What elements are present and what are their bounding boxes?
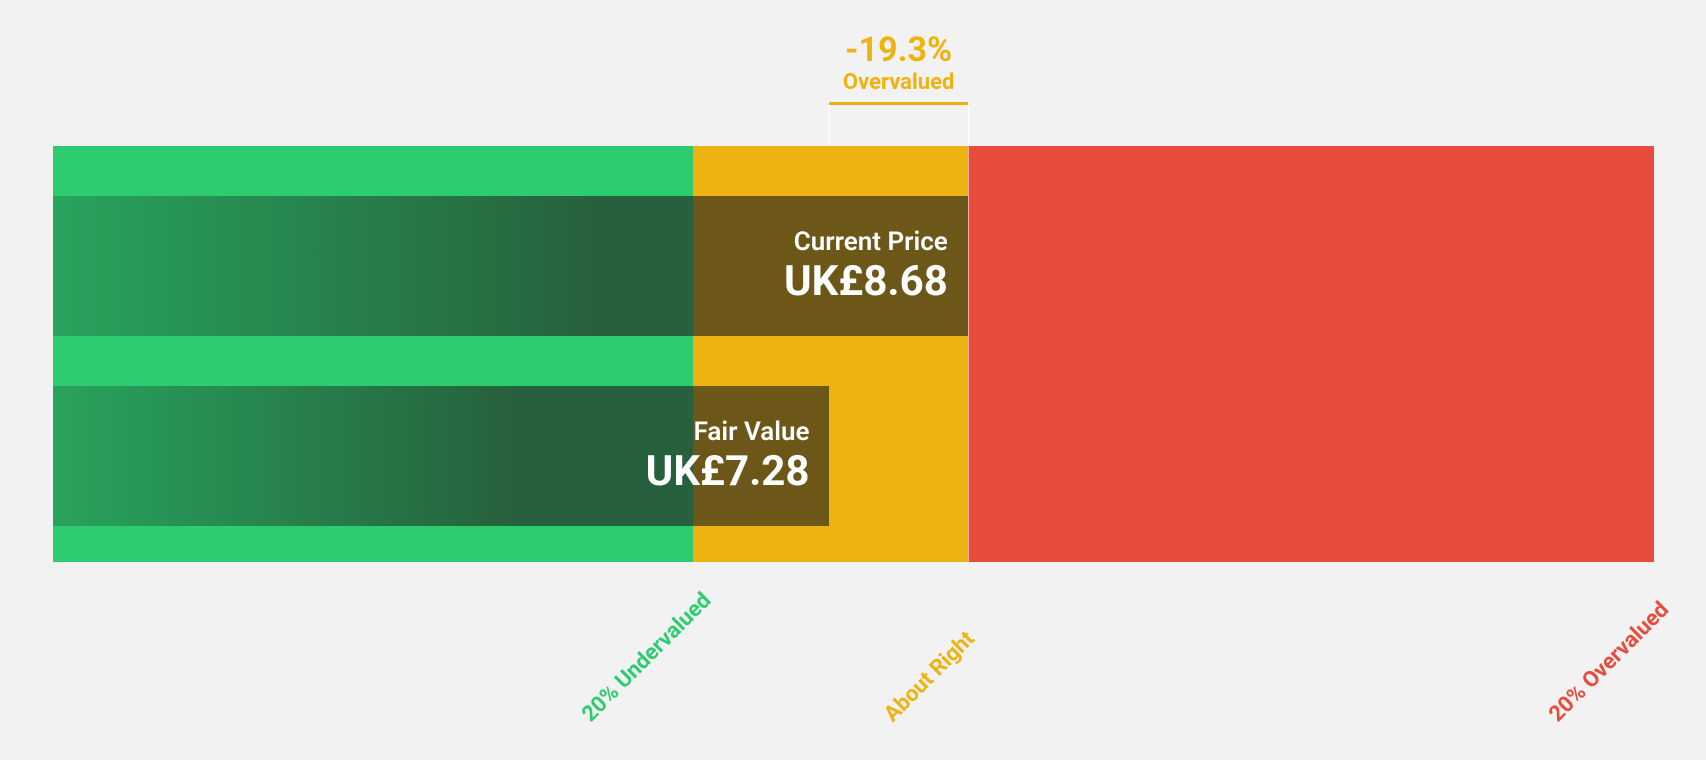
fair-value-bar: Fair Value UK£7.28 (53, 386, 829, 526)
zone-overvalued (968, 146, 1654, 562)
current-price-marker (968, 146, 969, 562)
fair-value-label: Fair Value (694, 417, 810, 447)
chart-area: Current Price UK£8.68 Fair Value UK£7.28 (53, 146, 1654, 562)
callout-underline (829, 102, 967, 105)
callout: -19.3% Overvalued (779, 30, 1019, 95)
axis-label-overvalued: 20% Overvalued (1545, 597, 1675, 727)
axis-label-about-right: About Right (879, 627, 979, 727)
callout-status: Overvalued (779, 70, 1019, 95)
callout-drop-right (968, 105, 969, 146)
valuation-chart: -19.3% Overvalued Current Price UK£8.68 … (0, 0, 1706, 760)
axis-label-undervalued: 20% Undervalued (577, 588, 716, 727)
current-price-bar: Current Price UK£8.68 (53, 196, 968, 336)
fair-value-value: UK£7.28 (646, 447, 810, 496)
current-price-label: Current Price (794, 227, 948, 257)
current-price-value: UK£8.68 (784, 257, 948, 306)
callout-drop-left (829, 105, 830, 146)
callout-percent: -19.3% (779, 30, 1019, 70)
